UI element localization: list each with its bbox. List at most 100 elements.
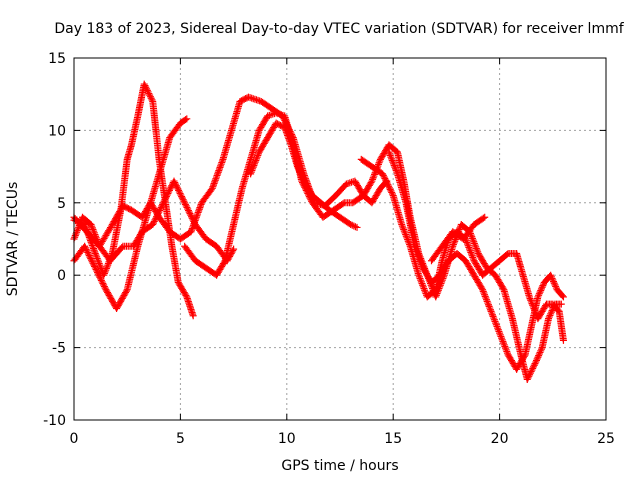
data-point: [483, 296, 491, 304]
data-point: [386, 185, 394, 193]
data-point: [500, 339, 508, 347]
data-point: [416, 275, 424, 283]
data-point: [102, 265, 110, 273]
data-point: [503, 349, 511, 357]
y-tick-label: 5: [57, 196, 66, 212]
data-point: [392, 166, 400, 174]
data-point: [559, 293, 567, 301]
data-point: [185, 208, 193, 216]
data-point: [159, 200, 167, 208]
data-point: [492, 321, 500, 329]
data-point: [186, 210, 194, 218]
data-point: [298, 172, 306, 180]
series-track-6: [247, 119, 361, 231]
plot-border: [73, 57, 607, 421]
data-point: [497, 332, 505, 340]
data-point: [463, 238, 471, 246]
data-point: [438, 276, 446, 284]
data-point: [559, 336, 567, 344]
data-point: [253, 153, 261, 161]
data-point: [529, 363, 537, 371]
data-point: [525, 293, 533, 301]
data-point: [467, 248, 475, 256]
data-point: [548, 307, 556, 315]
data-point: [143, 85, 151, 93]
data-point: [385, 148, 393, 156]
data-point: [532, 356, 540, 364]
data-point: [253, 155, 261, 163]
data-point: [88, 224, 96, 232]
data-point: [347, 221, 355, 229]
data-point: [465, 243, 473, 251]
data-point: [142, 83, 150, 91]
data-point: [71, 233, 79, 241]
data-point: [535, 290, 543, 298]
data-point: [84, 248, 92, 256]
data-point: [496, 329, 504, 337]
data-point: [502, 346, 510, 354]
data-point: [415, 271, 423, 279]
data-point: [182, 116, 190, 124]
data-point: [450, 239, 458, 247]
data-point: [141, 82, 149, 90]
data-points: [70, 80, 567, 383]
data-point: [524, 374, 532, 382]
data-point: [92, 266, 100, 274]
x-tick-label: 20: [491, 431, 509, 447]
data-point: [100, 271, 108, 279]
x-tick-label: 25: [597, 431, 615, 447]
data-point: [482, 294, 490, 302]
data-point: [468, 234, 476, 242]
data-point: [150, 217, 158, 225]
data-point: [417, 259, 425, 267]
data-point: [537, 285, 545, 293]
data-point: [451, 236, 459, 244]
data-point: [100, 283, 108, 291]
data-point: [387, 187, 395, 195]
data-point: [294, 164, 302, 172]
data-point: [107, 222, 115, 230]
data-point: [391, 163, 399, 171]
data-point: [247, 170, 255, 178]
data-point: [478, 284, 486, 292]
data-point: [293, 163, 301, 171]
data-point: [468, 233, 476, 241]
data-point: [140, 80, 148, 88]
data-point: [165, 188, 173, 196]
data-point: [297, 171, 305, 179]
data-point: [536, 348, 544, 356]
data-point: [353, 223, 361, 231]
data-point: [481, 291, 489, 299]
data-point: [449, 241, 457, 249]
data-point: [526, 295, 534, 303]
data-point: [81, 242, 89, 250]
data-point: [371, 170, 379, 178]
data-point: [146, 91, 154, 99]
data-point: [416, 256, 424, 264]
y-tick-label: -10: [43, 413, 66, 429]
data-point: [471, 241, 479, 249]
data-point: [494, 326, 502, 334]
data-point: [532, 358, 540, 366]
data-point: [498, 334, 506, 342]
data-point: [100, 281, 108, 289]
data-point: [189, 312, 197, 320]
data-point: [390, 161, 398, 169]
data-point: [159, 199, 167, 207]
data-point: [172, 180, 180, 188]
data-point: [249, 163, 257, 171]
data-point: [415, 254, 423, 262]
data-point: [295, 166, 303, 174]
data-point: [419, 283, 427, 291]
data-point: [369, 175, 377, 183]
data-point: [90, 229, 98, 237]
data-point: [182, 291, 190, 299]
data-point: [167, 183, 175, 191]
data-point: [400, 226, 408, 234]
data-point: [527, 296, 535, 304]
data-point: [173, 183, 181, 191]
x-tick-label: 15: [384, 431, 402, 447]
data-point: [184, 207, 192, 215]
data-point: [481, 292, 489, 300]
data-point: [530, 361, 538, 369]
